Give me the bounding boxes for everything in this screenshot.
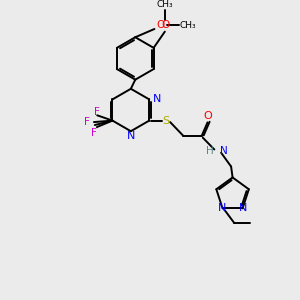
Text: N: N — [127, 131, 135, 141]
Text: CH₃: CH₃ — [157, 0, 173, 9]
Text: N: N — [218, 203, 227, 213]
Text: S: S — [163, 116, 170, 126]
Text: N: N — [239, 203, 248, 213]
Text: N: N — [153, 94, 162, 104]
Text: H: H — [206, 146, 213, 156]
Text: F: F — [91, 128, 97, 138]
Text: O: O — [204, 111, 212, 121]
Text: O: O — [157, 20, 165, 31]
Text: N: N — [220, 146, 227, 156]
Text: O: O — [161, 20, 169, 30]
Text: F: F — [94, 107, 100, 117]
Text: CH₃: CH₃ — [179, 21, 196, 30]
Text: F: F — [84, 117, 90, 127]
